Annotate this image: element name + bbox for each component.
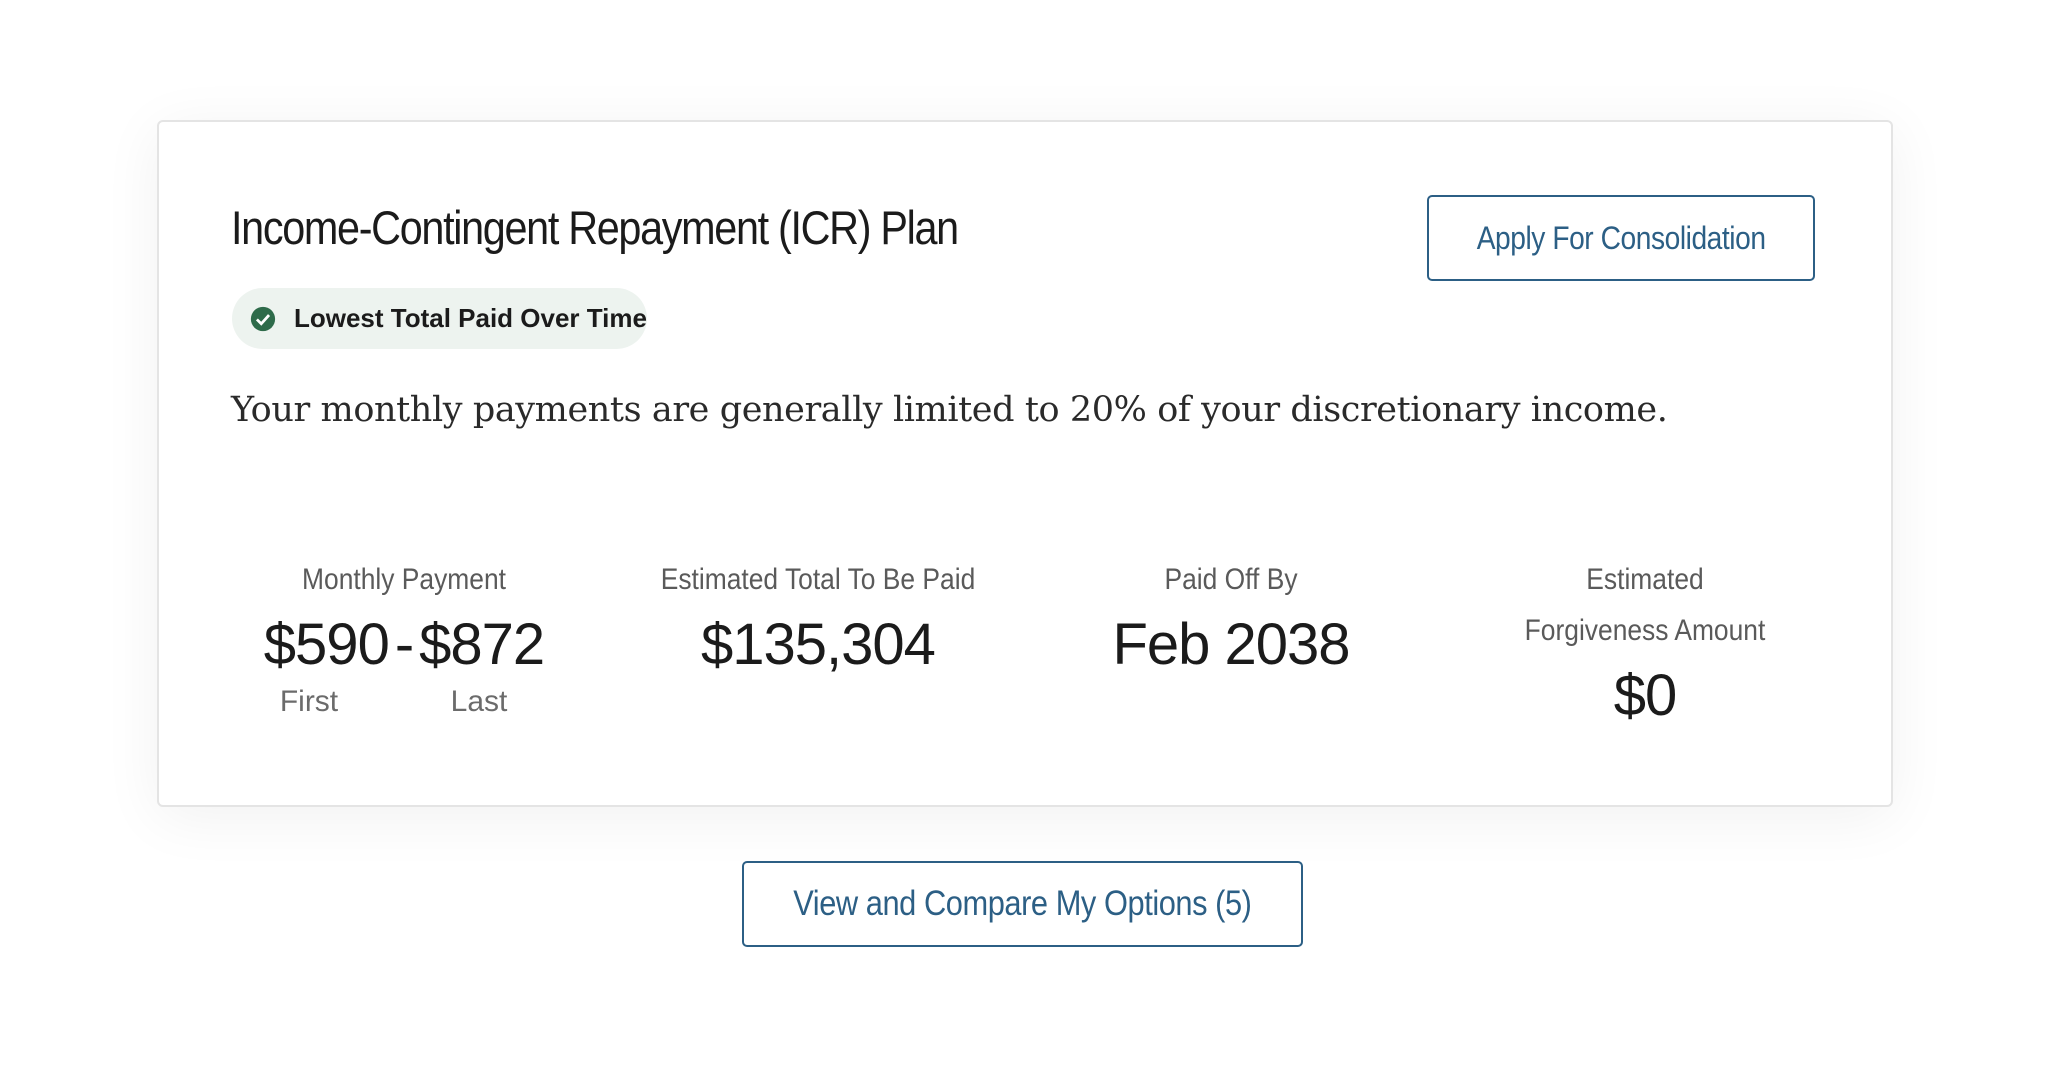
compare-button[interactable]: View and Compare My Options (5) xyxy=(742,861,1303,947)
first-label: First xyxy=(279,685,339,718)
description: Your monthly payments are generally limi… xyxy=(231,390,1668,430)
badge: Lowest Total Paid Over Time xyxy=(232,288,647,349)
stat: Estimated Total To Be Paid $135,304 xyxy=(628,554,1008,685)
stat: Monthly Payment $590- $872 First Last xyxy=(214,554,594,719)
stat-label: Estimated Forgiveness Amount xyxy=(1524,563,1766,647)
check-icon xyxy=(250,306,276,331)
last-label: Last xyxy=(450,685,508,718)
stat-value: Feb 2038 xyxy=(1112,612,1350,677)
sub-labels: First Last xyxy=(214,685,594,719)
stat-label: Paid Off By xyxy=(1164,563,1298,596)
stat: Estimated Forgiveness Amount $0 xyxy=(1495,554,1795,736)
first-value: $590 xyxy=(263,612,390,677)
apply-button[interactable]: Apply For Consolidation xyxy=(1427,195,1815,281)
stat: Paid Off By Feb 2038 xyxy=(1041,554,1421,685)
compare-button-label: View and Compare My Options (5) xyxy=(793,884,1252,923)
stat-value: $135,304 xyxy=(701,612,936,677)
plan-title: Income-Contingent Repayment (ICR) Plan xyxy=(231,201,959,254)
last-value: $872 xyxy=(419,612,545,677)
stat-value: $0 xyxy=(1613,663,1678,728)
apply-button-label: Apply For Consolidation xyxy=(1476,219,1766,256)
separator: - xyxy=(394,612,414,677)
stat-label: Estimated Total To Be Paid xyxy=(660,563,976,596)
plan-card: Income-Contingent Repayment (ICR) Plan A… xyxy=(157,120,1893,807)
badge-label: Lowest Total Paid Over Time xyxy=(293,303,647,333)
stat-value: $590- $872 xyxy=(214,605,594,685)
stat-label: Monthly Payment xyxy=(302,563,506,596)
